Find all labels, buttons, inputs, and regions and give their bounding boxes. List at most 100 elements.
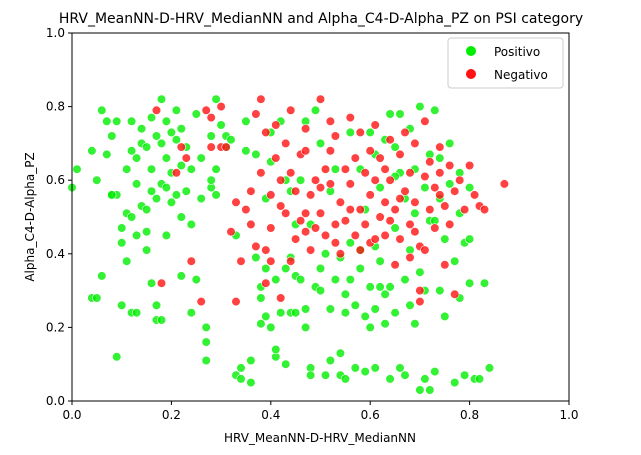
point-positivo bbox=[241, 146, 251, 156]
point-positivo bbox=[176, 212, 186, 222]
point-negativo bbox=[315, 208, 326, 218]
point-positivo bbox=[365, 282, 375, 292]
point-positivo bbox=[87, 146, 97, 156]
x-tick-label: 0.2 bbox=[162, 408, 181, 422]
point-positivo bbox=[400, 370, 410, 380]
point-positivo bbox=[435, 286, 445, 296]
point-negativo bbox=[365, 190, 375, 200]
point-negativo bbox=[380, 197, 390, 207]
point-negativo bbox=[261, 245, 271, 255]
point-positivo bbox=[181, 186, 191, 196]
point-negativo bbox=[226, 227, 236, 237]
point-negativo bbox=[281, 138, 291, 148]
point-negativo bbox=[385, 135, 395, 145]
point-positivo bbox=[166, 127, 176, 137]
x-axis-label: HRV_MeanNN-D-HRV_MedianNN bbox=[224, 431, 416, 445]
point-negativo bbox=[330, 219, 341, 229]
point-positivo bbox=[186, 308, 196, 318]
point-negativo bbox=[430, 183, 440, 193]
plot-frame bbox=[71, 32, 570, 402]
point-positivo bbox=[196, 194, 206, 204]
point-positivo bbox=[345, 127, 355, 137]
point-negativo bbox=[360, 168, 370, 178]
point-negativo bbox=[306, 190, 316, 200]
point-positivo bbox=[365, 127, 375, 137]
point-positivo bbox=[465, 234, 475, 244]
point-positivo bbox=[186, 219, 196, 229]
point-positivo bbox=[206, 131, 216, 141]
point-negativo bbox=[231, 197, 241, 207]
point-positivo bbox=[395, 109, 405, 119]
point-positivo bbox=[142, 142, 152, 152]
point-positivo bbox=[117, 238, 127, 248]
point-positivo bbox=[380, 319, 390, 329]
point-positivo bbox=[151, 131, 162, 141]
point-negativo bbox=[335, 197, 346, 207]
point-positivo bbox=[460, 370, 470, 380]
point-negativo bbox=[206, 112, 216, 123]
point-negativo bbox=[266, 223, 276, 233]
point-negativo bbox=[216, 101, 226, 112]
point-positivo bbox=[360, 311, 370, 322]
point-positivo bbox=[380, 289, 390, 299]
point-positivo bbox=[171, 190, 181, 200]
point-positivo bbox=[375, 256, 385, 266]
point-positivo bbox=[296, 275, 306, 285]
point-positivo bbox=[370, 304, 380, 314]
point-positivo bbox=[420, 183, 430, 193]
point-negativo bbox=[276, 175, 286, 185]
point-negativo bbox=[176, 142, 186, 152]
point-positivo bbox=[310, 105, 321, 115]
point-positivo bbox=[281, 359, 291, 369]
point-negativo bbox=[405, 168, 415, 178]
point-negativo bbox=[246, 219, 256, 229]
point-positivo bbox=[484, 363, 495, 373]
point-positivo bbox=[385, 374, 395, 384]
point-negativo bbox=[236, 256, 246, 266]
legend-marker-negativo bbox=[466, 69, 476, 79]
point-positivo bbox=[226, 135, 236, 145]
point-negativo bbox=[186, 256, 196, 266]
point-negativo bbox=[405, 252, 415, 263]
point-negativo bbox=[320, 230, 331, 240]
y-tick-label: 1.0 bbox=[46, 26, 65, 40]
point-positivo bbox=[400, 275, 410, 285]
point-positivo bbox=[271, 344, 281, 355]
point-positivo bbox=[360, 367, 370, 377]
point-positivo bbox=[390, 223, 400, 233]
point-negativo bbox=[340, 216, 351, 226]
point-positivo bbox=[420, 374, 430, 384]
point-positivo bbox=[246, 355, 256, 366]
point-positivo bbox=[335, 348, 346, 358]
point-positivo bbox=[365, 322, 375, 333]
point-positivo bbox=[261, 311, 271, 322]
legend: Positivo Negativo bbox=[447, 37, 564, 89]
point-negativo bbox=[286, 105, 296, 115]
point-positivo bbox=[216, 120, 226, 130]
point-positivo bbox=[320, 249, 331, 259]
point-positivo bbox=[415, 267, 425, 277]
point-negativo bbox=[445, 219, 455, 229]
point-negativo bbox=[380, 230, 390, 240]
x-tick-label: 0.4 bbox=[261, 408, 280, 422]
point-positivo bbox=[306, 370, 316, 380]
point-positivo bbox=[236, 374, 246, 384]
point-positivo bbox=[112, 116, 122, 126]
point-positivo bbox=[465, 278, 475, 288]
y-tick-label: 0.4 bbox=[46, 247, 65, 261]
point-negativo bbox=[286, 168, 296, 178]
point-negativo bbox=[395, 149, 405, 159]
point-positivo bbox=[146, 278, 157, 288]
point-positivo bbox=[246, 378, 256, 388]
point-positivo bbox=[350, 363, 360, 373]
point-negativo bbox=[301, 146, 311, 156]
point-negativo bbox=[350, 153, 360, 163]
point-positivo bbox=[156, 138, 167, 148]
point-negativo bbox=[301, 227, 311, 237]
point-positivo bbox=[385, 282, 395, 292]
point-negativo bbox=[315, 183, 326, 193]
point-positivo bbox=[97, 105, 107, 115]
point-negativo bbox=[340, 164, 351, 174]
point-negativo bbox=[410, 197, 420, 207]
point-positivo bbox=[166, 197, 176, 207]
